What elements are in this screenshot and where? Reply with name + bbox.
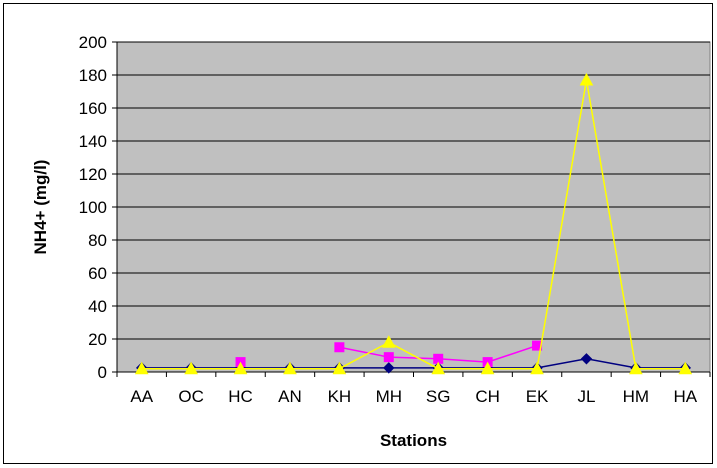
data-point-marker	[530, 361, 544, 375]
series-layer	[134, 72, 693, 375]
series-line	[141, 358, 686, 369]
x-tick-label: EK	[526, 387, 549, 406]
data-point-marker	[134, 361, 149, 375]
data-point-marker	[579, 72, 594, 86]
x-tick-label: HA	[673, 387, 697, 406]
data-point-marker	[580, 353, 593, 365]
data-point-marker	[233, 361, 248, 375]
gridlines	[117, 41, 710, 340]
x-tick-label: HC	[228, 387, 253, 406]
x-tick-label: JL	[577, 387, 595, 406]
data-point-marker	[678, 361, 693, 375]
y-tick-label: 20	[88, 330, 107, 349]
data-point-marker	[629, 361, 643, 375]
series-line	[141, 79, 686, 370]
x-tick-label: SG	[426, 387, 451, 406]
x-tick-label: KH	[328, 387, 352, 406]
data-point-marker	[383, 352, 394, 363]
series-2	[134, 72, 693, 375]
y-tick-label: 40	[88, 297, 107, 316]
axes	[112, 41, 711, 377]
data-point-marker	[381, 335, 396, 348]
x-axis-title: Stations	[380, 431, 447, 450]
x-tick-label: CH	[475, 387, 500, 406]
y-tick-label: 180	[79, 66, 107, 85]
y-axis-title: NH4+ (mg/l)	[31, 160, 50, 255]
y-tick-label: 80	[88, 231, 107, 250]
data-point-marker	[383, 362, 395, 374]
x-tick-label: HM	[623, 387, 649, 406]
y-tick-label: 100	[79, 198, 107, 217]
chart-frame: 0 20 40 60 80 100 120 140 160 180 200 AA OC HC AN KH MH S…	[3, 3, 713, 464]
data-point-marker	[184, 361, 198, 375]
data-point-marker	[431, 361, 446, 375]
x-tick-label: AA	[130, 387, 153, 406]
y-tick-label: 0	[98, 363, 107, 382]
y-tick-label: 120	[79, 165, 107, 184]
data-point-marker	[334, 342, 345, 353]
data-point-marker	[480, 361, 495, 375]
x-tick-label: OC	[178, 387, 204, 406]
x-tick-label: AN	[278, 387, 302, 406]
y-tick-label: 60	[88, 264, 107, 283]
data-point-marker	[283, 361, 297, 375]
data-point-marker	[332, 361, 347, 375]
chart-svg: 0 20 40 60 80 100 120 140 160 180 200 AA OC HC AN KH MH S…	[31, 33, 711, 450]
tick-labels: 0 20 40 60 80 100 120 140 160 180 200 AA OC HC AN KH MH S…	[79, 33, 698, 406]
x-tick-label: MH	[376, 387, 402, 406]
y-tick-label: 160	[79, 99, 107, 118]
y-tick-label: 140	[79, 132, 107, 151]
y-tick-label: 200	[79, 33, 107, 52]
